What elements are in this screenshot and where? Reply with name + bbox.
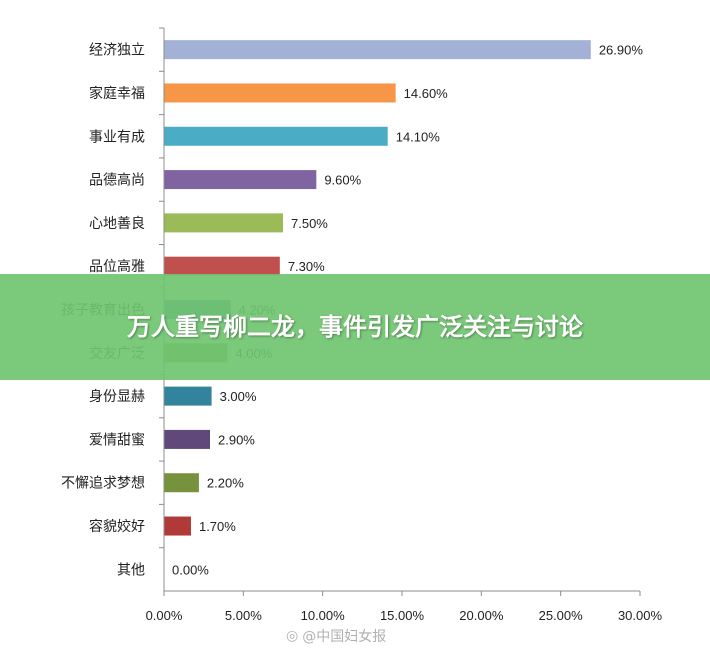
bar: [164, 40, 591, 60]
bar: [164, 256, 280, 276]
data-label: 2.90%: [218, 432, 255, 447]
category-label: 心地善良: [89, 216, 145, 232]
x-tick-label: 0.00%: [146, 608, 183, 623]
category-label: 不懈追求梦想: [61, 475, 145, 492]
x-tick-label: 25.00%: [539, 608, 584, 623]
category-label: 经济独立: [89, 43, 145, 59]
category-label: 品位高雅: [89, 258, 145, 275]
headline-text: 万人重写柳二龙，事件引发广泛关注与讨论: [127, 313, 583, 341]
bar: [164, 213, 283, 233]
x-tick-label: 5.00%: [225, 608, 262, 623]
headline-banner: 万人重写柳二龙，事件引发广泛关注与讨论: [0, 274, 710, 380]
x-tick-label: 15.00%: [380, 608, 425, 623]
category-label: 家庭幸福: [89, 85, 145, 102]
bar: [164, 126, 388, 146]
x-tick-label: 30.00%: [618, 608, 663, 623]
bar: [164, 429, 211, 449]
category-label: 身份显赫: [89, 389, 145, 405]
bar: [164, 473, 199, 493]
data-label: 9.60%: [324, 173, 361, 188]
data-label: 1.70%: [199, 519, 236, 534]
data-label: 7.50%: [291, 216, 328, 231]
bar: [164, 170, 317, 190]
data-label: 7.30%: [288, 259, 325, 274]
data-label: 14.10%: [396, 129, 441, 144]
category-label: 品德高尚: [89, 172, 145, 189]
bar: [164, 516, 191, 536]
data-label: 2.20%: [207, 476, 244, 491]
watermark-text: @中国妇女报: [302, 629, 387, 645]
bar: [164, 83, 396, 103]
category-label: 爱情甜蜜: [89, 432, 145, 448]
data-label: 0.00%: [172, 562, 209, 577]
category-label: 事业有成: [89, 129, 145, 145]
x-tick-label: 20.00%: [459, 608, 504, 623]
data-label: 14.60%: [404, 86, 449, 101]
category-label: 容貌姣好: [89, 518, 145, 535]
watermark: ◎ @中国妇女报: [286, 626, 386, 646]
data-label: 3.00%: [220, 389, 257, 404]
data-label: 26.90%: [599, 43, 644, 58]
category-label: 其他: [117, 562, 145, 578]
bar: [164, 386, 212, 406]
x-tick-label: 10.00%: [301, 608, 346, 623]
weibo-icon: ◎: [286, 628, 299, 644]
